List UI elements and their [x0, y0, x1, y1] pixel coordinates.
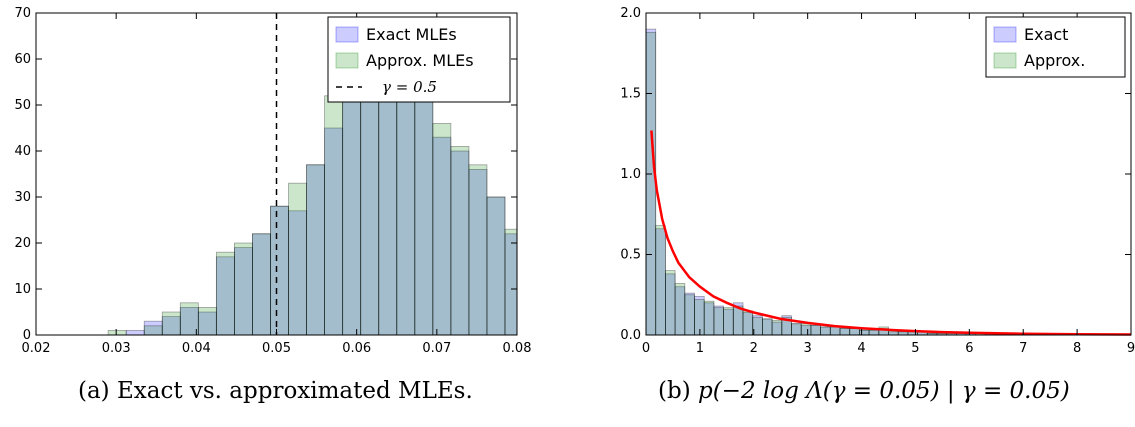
histogram-bar-approx	[742, 310, 754, 336]
panel-b-density-curve	[650, 130, 1132, 336]
panel-b-ticks: 0 1 2 3 4 5 6 7 8 9 0.0 0.5 1.0 1.5 2.0	[620, 6, 1135, 356]
y-tick-label: 1.5	[620, 87, 641, 102]
y-tick-label: 0.0	[620, 328, 641, 343]
x-tick-label: 2	[750, 341, 758, 356]
histogram-bar-approx	[252, 233, 271, 336]
legend-label-gamma: γ = 0.5	[382, 78, 437, 96]
y-tick-label: 30	[14, 190, 31, 205]
histogram-bar-approx	[665, 270, 676, 336]
panel-a-plot-frame	[35, 12, 518, 336]
x-tick-label: 0.02	[22, 341, 51, 356]
x-tick-label: 0.06	[342, 341, 371, 356]
x-tick-label: 3	[804, 341, 812, 356]
histogram-bar-approx	[504, 228, 518, 336]
legend-box	[985, 16, 1126, 78]
x-tick-label: 5	[911, 341, 919, 356]
x-tick-label: 0.07	[422, 341, 451, 356]
histogram-bar-approx	[723, 307, 734, 336]
x-tick-label: 7	[1019, 341, 1027, 356]
panel-a-ticks: 0.02 0.03 0.04 0.05 0.06 0.07 0.08 0 10 20 30 40 50 6…	[14, 6, 531, 356]
histogram-bar-approx	[360, 67, 380, 336]
x-tick-label: 4	[857, 341, 865, 356]
histogram-bar-approx	[215, 251, 235, 336]
legend-box	[327, 16, 511, 103]
y-tick-label: 70	[14, 6, 31, 21]
histogram-bar-approx	[645, 31, 657, 336]
histogram-bar-approx	[143, 325, 163, 336]
histogram-bar-approx	[791, 323, 802, 336]
histogram-bar-approx	[849, 328, 860, 336]
y-tick-label: 60	[14, 52, 31, 67]
x-tick-label: 8	[1073, 341, 1081, 356]
histogram-bar-approx	[107, 329, 127, 336]
y-tick-label: 0.5	[620, 248, 641, 263]
histogram-bar-approx	[468, 164, 488, 336]
histogram-bar-approx	[396, 77, 416, 336]
histogram-bar-approx	[655, 225, 666, 336]
y-tick-label: 0	[23, 328, 31, 343]
histogram-bar-approx	[450, 145, 470, 336]
y-tick-label: 2.0	[620, 6, 641, 21]
histogram-bar-approx	[810, 324, 822, 336]
histogram-bar-approx	[732, 305, 744, 336]
histogram-bar-approx	[161, 311, 181, 336]
histogram-bar-approx	[703, 300, 715, 336]
histogram-bar-approx	[179, 302, 199, 336]
legend-swatch-approx	[335, 52, 359, 69]
histogram-bar-approx	[694, 299, 705, 336]
y-tick-label: 1.0	[620, 167, 641, 182]
x-tick-label: 0	[642, 341, 650, 356]
histogram-bar-approx	[270, 205, 289, 336]
histogram-bar-approx	[432, 123, 452, 336]
legend-swatch-exact	[335, 26, 359, 43]
histogram-bar-approx	[674, 283, 686, 336]
x-tick-label: 0.03	[102, 341, 131, 356]
panel-a-legend: Exact MLEs Approx. MLEs γ = 0.5	[327, 16, 511, 103]
histogram-bar-approx	[762, 318, 773, 336]
histogram-bar-approx	[800, 323, 812, 336]
histogram-bar-approx	[306, 164, 326, 336]
histogram-bar-approx	[234, 242, 253, 336]
histogram-panel-a: 0.02 0.03 0.04 0.05 0.06 0.07 0.08 0 10 20 30 40 50 6…	[14, 6, 531, 356]
x-tick-label: 0.08	[503, 341, 532, 356]
histogram-bar-approx	[829, 326, 841, 336]
histogram-bar-approx	[288, 182, 307, 336]
histogram-bar-approx	[414, 90, 434, 336]
x-tick-label: 9	[1127, 341, 1135, 356]
legend-label-approx: Approx. MLEs	[366, 51, 474, 70]
x-tick-label: 6	[965, 341, 973, 356]
caption-b: (b) p(−2 log Λ(γ = 0.05) | γ = 0.05)	[658, 378, 1070, 404]
panel-b-plot-frame	[645, 12, 1132, 336]
caption-b-formula: p(−2 log Λ(γ = 0.05) | γ = 0.05)	[697, 378, 1070, 404]
x-tick-label: 0.04	[182, 341, 211, 356]
y-tick-label: 10	[14, 282, 31, 297]
legend-swatch-exact	[993, 26, 1017, 43]
caption-b-prefix: (b)	[658, 378, 691, 404]
y-tick-label: 20	[14, 236, 31, 251]
histogram-bar-approx	[713, 307, 725, 336]
histogram-bar-approx	[820, 326, 831, 336]
histogram-bar-approx	[859, 329, 870, 336]
y-tick-label: 50	[14, 98, 31, 113]
x-tick-label: 0.05	[262, 341, 291, 356]
histogram-bar-approx	[197, 306, 217, 336]
legend-label-exact: Exact MLEs	[366, 25, 457, 44]
panel-a-bars	[107, 40, 518, 336]
legend-label-approx: Approx.	[1024, 51, 1085, 70]
histogram-bar-approx	[324, 95, 344, 336]
panel-b-legend: Exact Approx.	[985, 16, 1126, 78]
histogram-panel-b: 0 1 2 3 4 5 6 7 8 9 0.0 0.5 1.0 1.5 2.0 Exact Approx.	[620, 6, 1135, 356]
x-tick-label: 1	[696, 341, 704, 356]
histogram-bar-approx	[771, 320, 783, 336]
legend-label-exact: Exact	[1024, 25, 1068, 44]
histogram-bar-approx	[868, 329, 880, 336]
histogram-bar-approx	[839, 328, 851, 336]
histogram-bar-exact	[125, 329, 145, 336]
histogram-bar-approx	[684, 294, 695, 336]
y-tick-label: 40	[14, 144, 31, 159]
caption-a: (a) Exact vs. approximated MLEs.	[78, 378, 473, 404]
histogram-bar-approx	[486, 196, 506, 336]
legend-swatch-approx	[993, 52, 1017, 69]
